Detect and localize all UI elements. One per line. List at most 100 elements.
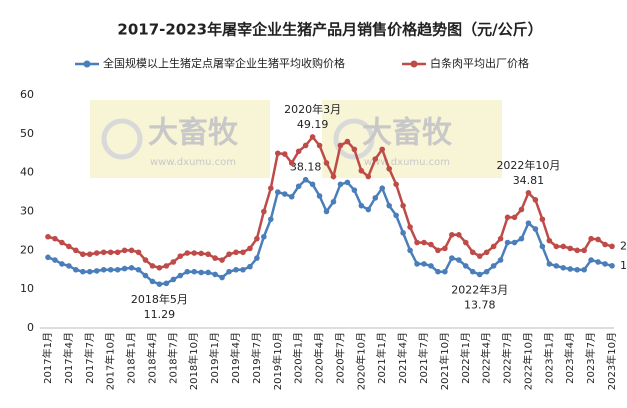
y-tick-label: 20	[20, 243, 34, 256]
data-point	[386, 165, 392, 172]
data-point	[198, 250, 204, 257]
x-tick-label: 2018年10月	[187, 332, 200, 390]
data-point	[588, 257, 594, 263]
data-point	[73, 266, 79, 273]
data-point	[588, 235, 594, 242]
watermark-box	[322, 100, 502, 178]
data-point	[553, 243, 560, 250]
series	[45, 176, 615, 287]
data-point	[595, 259, 601, 265]
data-point	[428, 263, 434, 269]
data-point	[128, 265, 135, 271]
data-point	[435, 247, 441, 254]
data-point	[490, 263, 497, 269]
value-label: 34.81	[513, 174, 545, 187]
data-point	[184, 250, 191, 256]
data-point	[309, 181, 316, 188]
data-point	[581, 247, 587, 254]
data-point	[45, 254, 51, 261]
value-label: 49.19	[297, 118, 329, 131]
x-tick-label: 2020年7月	[333, 332, 346, 384]
data-point	[442, 245, 448, 252]
x-tick-label: 2022年1月	[459, 332, 472, 384]
x-tick-label: 2019年7月	[250, 332, 263, 384]
data-point	[107, 249, 114, 256]
annotation: 2022年10月	[496, 158, 560, 172]
data-point	[80, 251, 86, 258]
data-point	[393, 212, 399, 219]
data-point	[261, 208, 267, 215]
x-tick-label: 2019年4月	[229, 332, 242, 384]
data-point	[86, 251, 93, 258]
data-point	[567, 245, 574, 252]
y-tick-label: 50	[20, 127, 34, 140]
data-point	[191, 268, 198, 275]
data-point	[177, 253, 184, 259]
x-tick-label: 2017年1月	[41, 332, 54, 384]
data-point	[421, 239, 427, 246]
data-point	[553, 263, 560, 269]
data-point	[59, 261, 65, 267]
data-point	[177, 272, 184, 279]
x-tick-label: 2021年7月	[417, 332, 430, 384]
data-point	[114, 249, 121, 256]
watermark-text: 大畜牧	[362, 116, 453, 151]
data-point	[386, 202, 392, 209]
data-point	[539, 216, 546, 223]
data-point	[525, 220, 532, 226]
data-point	[100, 249, 107, 256]
data-point	[80, 268, 86, 275]
value-label: 11.29	[144, 308, 176, 321]
data-point	[149, 263, 156, 269]
data-point	[114, 266, 121, 273]
data-point	[400, 202, 406, 209]
data-point	[295, 183, 302, 190]
data-point	[365, 206, 372, 213]
data-point	[170, 276, 177, 283]
data-point	[442, 268, 448, 275]
y-tick-label: 0	[27, 321, 34, 334]
data-point	[449, 255, 455, 261]
data-point	[240, 249, 246, 256]
data-point	[518, 206, 525, 213]
data-point	[407, 247, 413, 254]
data-point	[212, 255, 218, 261]
watermark-url: www.dxumu.com	[150, 157, 236, 168]
data-point	[414, 239, 420, 246]
data-point	[142, 272, 149, 279]
data-point	[497, 257, 504, 263]
data-point	[483, 249, 490, 256]
data-point	[323, 208, 330, 215]
data-point	[86, 268, 93, 275]
data-point	[128, 247, 135, 254]
data-point	[268, 216, 274, 223]
value-label: 21.03	[620, 239, 627, 252]
data-point	[504, 214, 511, 221]
data-point	[379, 185, 386, 191]
annotation: 2020年3月	[284, 102, 341, 116]
data-point	[428, 241, 434, 248]
annotation: 2018年5月	[131, 292, 188, 306]
data-point	[93, 250, 100, 256]
data-point	[372, 156, 379, 162]
data-point	[142, 257, 149, 263]
data-point	[532, 197, 539, 203]
series-line	[47, 178, 613, 286]
chart-title: 2017-2023年屠宰企业生猪产品月销售价格趋势图（元/公斤）	[117, 21, 542, 39]
data-point	[316, 193, 323, 199]
data-point	[344, 138, 351, 145]
data-point	[156, 281, 163, 287]
watermark-text: 大畜牧	[148, 116, 239, 151]
data-point	[191, 250, 198, 256]
y-tick-label: 60	[20, 88, 34, 101]
data-point	[316, 142, 323, 149]
data-point	[149, 278, 156, 285]
data-point	[469, 268, 476, 275]
data-point	[595, 236, 601, 243]
data-point	[330, 173, 337, 180]
data-point	[351, 146, 358, 153]
data-point	[602, 261, 608, 267]
legend-marker	[410, 60, 418, 68]
data-point	[198, 269, 204, 276]
series	[45, 134, 615, 271]
